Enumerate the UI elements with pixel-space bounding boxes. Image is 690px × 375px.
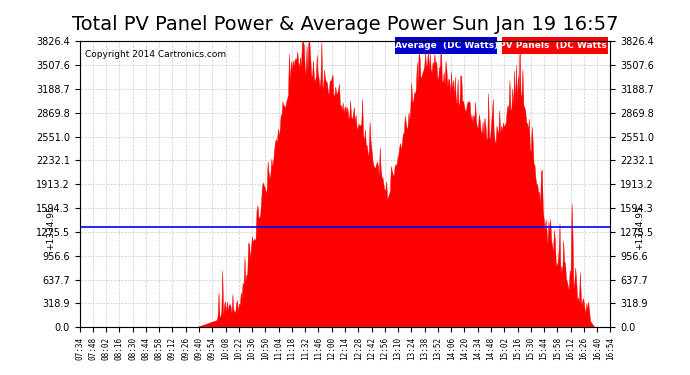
Text: +1334.95: +1334.95 <box>46 205 55 250</box>
Text: Copyright 2014 Cartronics.com: Copyright 2014 Cartronics.com <box>85 50 226 59</box>
Title: Total PV Panel Power & Average Power Sun Jan 19 16:57: Total PV Panel Power & Average Power Sun… <box>72 15 618 34</box>
Text: +1334.95: +1334.95 <box>635 205 644 250</box>
